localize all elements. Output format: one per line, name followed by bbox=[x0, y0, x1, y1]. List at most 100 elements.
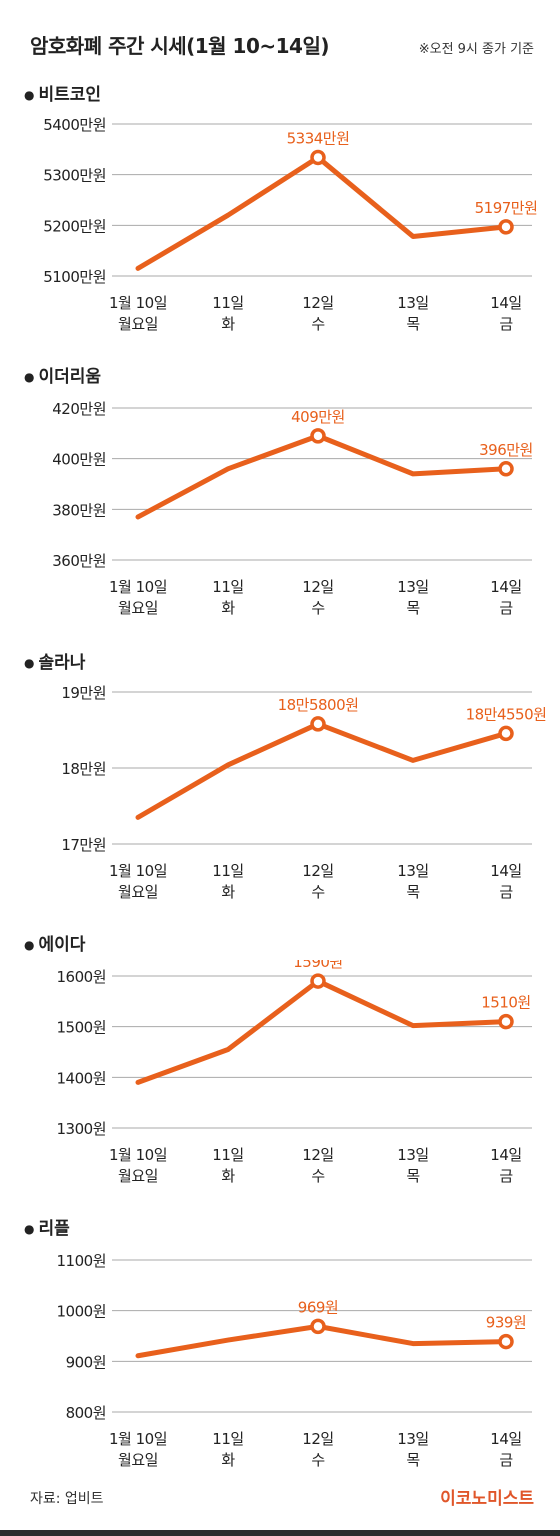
y-tick-label: 17만원 bbox=[61, 836, 106, 854]
y-tick-label: 18만원 bbox=[61, 760, 106, 778]
data-point-marker bbox=[310, 716, 326, 732]
x-tick-label: 11일 bbox=[212, 294, 243, 312]
x-tick-label: 1월 10일 bbox=[109, 578, 167, 596]
x-tick-label: 13일 bbox=[397, 294, 428, 312]
x-tick-label: 수 bbox=[311, 1167, 324, 1185]
y-tick-label: 1100원 bbox=[57, 1252, 106, 1270]
x-tick-label: 금 bbox=[499, 1167, 513, 1185]
section-label-ripple: ● 리플 bbox=[24, 1219, 70, 1239]
section-label-solana: ● 솔라나 bbox=[24, 653, 86, 673]
x-tick-label: 금 bbox=[499, 883, 513, 901]
x-tick-label: 14일 bbox=[490, 294, 521, 312]
y-tick-label: 1300원 bbox=[57, 1120, 106, 1138]
data-point-marker bbox=[310, 973, 326, 989]
x-tick-label: 목 bbox=[406, 1451, 419, 1469]
x-tick-label: 1월 10일 bbox=[109, 862, 167, 880]
x-tick-label: 12일 bbox=[302, 578, 333, 596]
x-tick-label: 11일 bbox=[212, 578, 243, 596]
data-point-marker bbox=[498, 725, 514, 742]
series-line bbox=[135, 154, 509, 271]
data-point-marker bbox=[498, 1333, 514, 1350]
source-label: 자료: 업비트 bbox=[30, 1491, 104, 1507]
series-line bbox=[135, 721, 509, 820]
x-tick-label: 월요일 bbox=[118, 315, 158, 333]
data-point-marker bbox=[498, 219, 514, 235]
y-tick-label: 1500원 bbox=[57, 1019, 106, 1037]
x-tick-label: 목 bbox=[406, 599, 419, 617]
x-tick-label: 화 bbox=[221, 1167, 235, 1185]
data-label: 409만원 bbox=[291, 408, 345, 426]
section-title: 에이다 bbox=[38, 935, 86, 955]
section-label-ethereum: ● 이더리움 bbox=[24, 367, 102, 387]
data-point-marker bbox=[310, 428, 326, 444]
data-point-marker bbox=[498, 461, 514, 477]
x-tick-label: 수 bbox=[311, 599, 324, 617]
x-tick-label: 금 bbox=[499, 599, 513, 617]
x-tick-label: 목 bbox=[406, 883, 419, 901]
series-line bbox=[135, 978, 509, 1085]
y-tick-label: 1400원 bbox=[57, 1069, 106, 1087]
data-label: 1590원 bbox=[293, 960, 342, 971]
section-title: 리플 bbox=[38, 1219, 70, 1239]
data-label: 1510원 bbox=[481, 994, 530, 1012]
x-tick-label: 12일 bbox=[302, 1430, 333, 1448]
x-tick-label: 수 bbox=[311, 1451, 324, 1469]
x-tick-label: 12일 bbox=[302, 294, 333, 312]
x-tick-label: 화 bbox=[221, 1451, 235, 1469]
y-tick-label: 1000원 bbox=[57, 1303, 106, 1321]
data-label: 5197만원 bbox=[475, 199, 538, 217]
bottom-bar bbox=[0, 1530, 560, 1536]
y-tick-label: 5400만원 bbox=[43, 116, 106, 134]
x-tick-label: 13일 bbox=[397, 1430, 428, 1448]
data-point-marker bbox=[498, 1013, 514, 1030]
x-tick-label: 12일 bbox=[302, 1146, 333, 1164]
x-tick-label: 11일 bbox=[212, 1146, 243, 1164]
data-point-marker bbox=[310, 149, 326, 166]
x-tick-label: 월요일 bbox=[118, 599, 158, 617]
y-tick-label: 5300만원 bbox=[43, 167, 106, 185]
y-tick-label: 19만원 bbox=[61, 684, 106, 702]
x-tick-label: 13일 bbox=[397, 862, 428, 880]
y-tick-label: 400만원 bbox=[52, 451, 106, 469]
y-tick-label: 1600원 bbox=[57, 968, 106, 986]
x-tick-label: 금 bbox=[499, 1451, 513, 1469]
x-tick-label: 14일 bbox=[490, 1430, 521, 1448]
x-tick-label: 수 bbox=[311, 883, 324, 901]
series-line bbox=[135, 433, 509, 520]
y-tick-label: 5200만원 bbox=[43, 217, 106, 235]
y-tick-label: 360만원 bbox=[52, 552, 106, 570]
section-title: 솔라나 bbox=[38, 653, 86, 673]
data-label: 18만5800원 bbox=[278, 696, 359, 714]
section-title: 비트코인 bbox=[38, 85, 102, 105]
y-tick-label: 5100만원 bbox=[43, 268, 106, 286]
x-tick-label: 1월 10일 bbox=[109, 1430, 167, 1448]
data-label: 396만원 bbox=[479, 441, 533, 459]
x-tick-label: 월요일 bbox=[118, 883, 158, 901]
x-tick-label: 13일 bbox=[397, 1146, 428, 1164]
y-tick-label: 800원 bbox=[66, 1404, 106, 1422]
x-tick-label: 11일 bbox=[212, 1430, 243, 1448]
y-tick-label: 380만원 bbox=[52, 501, 106, 519]
x-tick-label: 1월 10일 bbox=[109, 294, 167, 312]
y-tick-label: 900원 bbox=[66, 1353, 106, 1371]
x-tick-label: 13일 bbox=[397, 578, 428, 596]
x-tick-label: 11일 bbox=[212, 862, 243, 880]
x-tick-label: 화 bbox=[221, 883, 235, 901]
basis-note: ※오전 9시 종가 기준 bbox=[418, 42, 534, 57]
x-tick-label: 14일 bbox=[490, 1146, 521, 1164]
data-label: 18만4550원 bbox=[466, 705, 547, 723]
page-title: 암호화폐 주간 시세(1월 10~14일) bbox=[30, 34, 330, 58]
x-tick-label: 금 bbox=[499, 315, 513, 333]
data-label: 939원 bbox=[486, 1314, 526, 1332]
section-label-ada: ● 에이다 bbox=[24, 935, 86, 955]
x-tick-label: 14일 bbox=[490, 578, 521, 596]
x-tick-label: 월요일 bbox=[118, 1451, 158, 1469]
x-tick-label: 월요일 bbox=[118, 1167, 158, 1185]
data-label: 5334만원 bbox=[287, 129, 350, 147]
x-tick-label: 1월 10일 bbox=[109, 1146, 167, 1164]
